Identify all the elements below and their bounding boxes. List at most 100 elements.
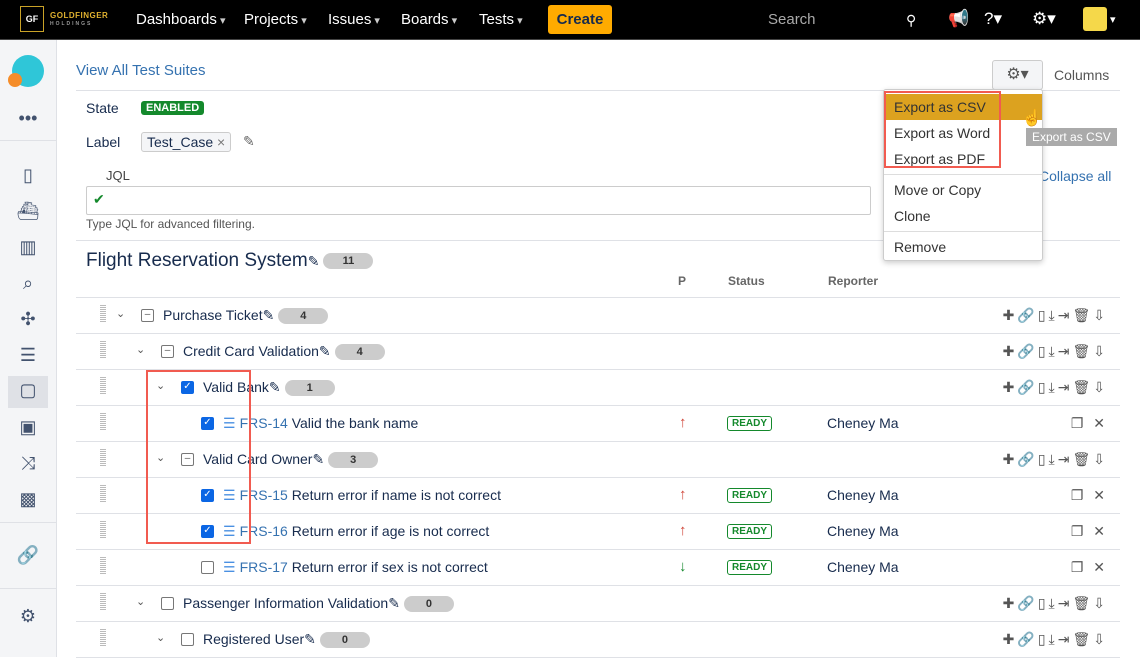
chevron-down-icon[interactable]: ⌄ <box>156 452 166 464</box>
nav-dashboards[interactable]: Dashboards <box>136 11 225 28</box>
chevron-down-icon[interactable]: ⌄ <box>136 344 146 356</box>
add-icon[interactable]: ✚ <box>1002 451 1018 467</box>
copy-icon[interactable]: ❐ <box>1070 523 1087 539</box>
chevron-down-icon[interactable]: ⌄ <box>116 308 126 320</box>
close-icon[interactable]: ✕ <box>1093 523 1108 539</box>
checkbox[interactable] <box>181 453 194 466</box>
move-icon[interactable]: ⇥ <box>1057 451 1073 467</box>
text-icon[interactable]: ☰ <box>19 345 37 365</box>
import-icon[interactable]: ⇩ <box>1093 307 1108 323</box>
test-case-row[interactable]: ✓ ☰ FRS-15 Return error if name is not cor… <box>76 478 1120 514</box>
checkbox[interactable]: ✓ <box>201 417 214 430</box>
download-icon[interactable]: ⤓ <box>1048 595 1058 611</box>
column-header-priority[interactable]: P <box>678 274 687 288</box>
chevron-down-icon[interactable]: ⌄ <box>156 632 166 644</box>
nav-projects[interactable]: Projects <box>244 11 307 28</box>
collapse-all-link[interactable]: Collapse all <box>1039 168 1112 184</box>
add-icon[interactable]: ✚ <box>1002 343 1018 359</box>
trash-icon[interactable]: 🗑 <box>1072 595 1094 611</box>
checkbox[interactable] <box>181 633 194 646</box>
puzzle-icon[interactable]: ✣ <box>20 309 36 329</box>
contact-icon[interactable]: ▣ <box>19 417 37 437</box>
link-icon[interactable]: 🔗 <box>1017 307 1038 323</box>
edit-label-icon[interactable]: ✎ <box>243 133 255 149</box>
drag-handle[interactable] <box>100 413 106 431</box>
trash-icon[interactable]: 🗑 <box>1072 307 1094 323</box>
download-icon[interactable]: ⤓ <box>1048 379 1058 395</box>
add-icon[interactable]: ✚ <box>1002 595 1018 611</box>
add-icon[interactable]: ✚ <box>1002 379 1018 395</box>
import-icon[interactable]: ⇩ <box>1093 451 1108 467</box>
search-icon[interactable]: ⚲ <box>906 12 917 28</box>
jql-input[interactable]: ✔ <box>86 186 871 215</box>
nav-issues[interactable]: Issues <box>328 11 380 28</box>
create-button[interactable]: Create <box>548 5 612 34</box>
drag-handle[interactable] <box>100 593 106 611</box>
search-input[interactable]: Search <box>768 11 816 28</box>
drag-handle[interactable] <box>100 305 106 323</box>
link-icon[interactable]: 🔗 <box>1017 379 1038 395</box>
search-list-icon[interactable]: ⌕ <box>22 273 34 293</box>
drag-handle[interactable] <box>100 377 106 395</box>
clipboard-icon[interactable]: ▯ <box>1037 451 1049 467</box>
menu-move-copy[interactable]: Move or Copy <box>894 182 982 198</box>
clipboard-icon[interactable]: ▯ <box>1037 631 1049 647</box>
drag-handle[interactable] <box>100 341 106 359</box>
menu-remove[interactable]: Remove <box>894 239 947 255</box>
edit-icon[interactable]: ✎ <box>304 631 316 647</box>
settings-dropdown-button[interactable]: ⚙▾ <box>992 60 1043 90</box>
chevron-down-icon[interactable]: ▾ <box>1110 14 1116 26</box>
move-icon[interactable]: ⇥ <box>1057 631 1073 647</box>
nav-boards[interactable]: Boards <box>401 11 457 28</box>
folder-row[interactable]: ⌄ Passenger Information Validation✎ 0 ✚🔗▯⤓⇥… <box>76 586 1120 622</box>
drag-handle[interactable] <box>100 521 106 539</box>
edit-icon[interactable]: ✎ <box>307 253 320 269</box>
drag-handle[interactable] <box>100 449 106 467</box>
link-icon[interactable]: 🔗 <box>1017 631 1038 647</box>
edit-icon[interactable]: ✎ <box>318 343 331 359</box>
ship-icon[interactable]: ⛴ <box>16 201 40 221</box>
issue-key-link[interactable]: FRS-14 <box>239 415 288 431</box>
issue-key-link[interactable]: FRS-17 <box>239 559 288 575</box>
download-icon[interactable]: ⤓ <box>1048 343 1058 359</box>
download-icon[interactable]: ⤓ <box>1048 307 1058 323</box>
download-icon[interactable]: ⤓ <box>1048 631 1058 647</box>
checkbox[interactable] <box>161 345 174 358</box>
clipboard-icon[interactable]: ▯ <box>1037 379 1049 395</box>
drag-handle[interactable] <box>100 557 106 575</box>
import-icon[interactable]: ⇩ <box>1093 379 1108 395</box>
folder-row[interactable]: ⌄ ✓ Valid Bank✎ 1 ✚🔗▯⤓⇥🗑⇩ <box>76 370 1120 406</box>
company-logo[interactable]: GF <box>20 6 44 32</box>
menu-export-pdf[interactable]: Export as PDF <box>894 151 986 167</box>
import-icon[interactable]: ⇩ <box>1093 631 1108 647</box>
issue-key-link[interactable]: FRS-16 <box>239 523 288 539</box>
add-icon[interactable]: ✚ <box>1002 307 1018 323</box>
chart-icon[interactable]: ▥ <box>19 237 37 257</box>
trash-icon[interactable]: 🗑 <box>1072 343 1094 359</box>
megaphone-icon[interactable]: 📢 <box>948 9 970 28</box>
folder-row[interactable]: ⌄ Credit Card Validation✎4 ✚🔗▯⤓⇥🗑⇩ <box>76 334 1120 370</box>
add-icon[interactable]: ✚ <box>1002 631 1018 647</box>
checkbox[interactable]: ✓ <box>181 381 194 394</box>
gear-icon[interactable]: ⚙▾ <box>1032 9 1056 28</box>
test-suite-icon[interactable]: ▢ <box>8 376 48 408</box>
clipboard-icon[interactable]: ▯ <box>1037 307 1049 323</box>
download-icon[interactable]: ⤓ <box>1048 451 1058 467</box>
menu-export-word[interactable]: Export as Word <box>894 125 991 141</box>
checkbox[interactable]: ✓ <box>201 525 214 538</box>
copy-icon[interactable]: ❐ <box>1070 415 1087 431</box>
test-case-row[interactable]: ✓ ☰ FRS-16 Return error if age is not corr… <box>76 514 1120 550</box>
chevron-down-icon[interactable]: ⌄ <box>156 380 166 392</box>
more-icon[interactable]: ••• <box>18 108 38 128</box>
link-icon[interactable]: 🔗 <box>1017 595 1038 611</box>
import-icon[interactable]: ⇩ <box>1093 595 1108 611</box>
drag-handle[interactable] <box>100 629 106 647</box>
move-icon[interactable]: ⇥ <box>1057 595 1073 611</box>
view-all-test-suites-link[interactable]: View All Test Suites <box>76 62 206 79</box>
menu-export-csv[interactable]: Export as CSV <box>884 94 1042 120</box>
chevron-down-icon[interactable]: ⌄ <box>136 596 146 608</box>
shuffle-icon[interactable]: ⤨ <box>20 453 36 473</box>
copy-icon[interactable]: ❐ <box>1070 487 1087 503</box>
column-header-reporter[interactable]: Reporter <box>828 274 879 288</box>
clipboard-icon[interactable]: ▯ <box>1037 595 1049 611</box>
